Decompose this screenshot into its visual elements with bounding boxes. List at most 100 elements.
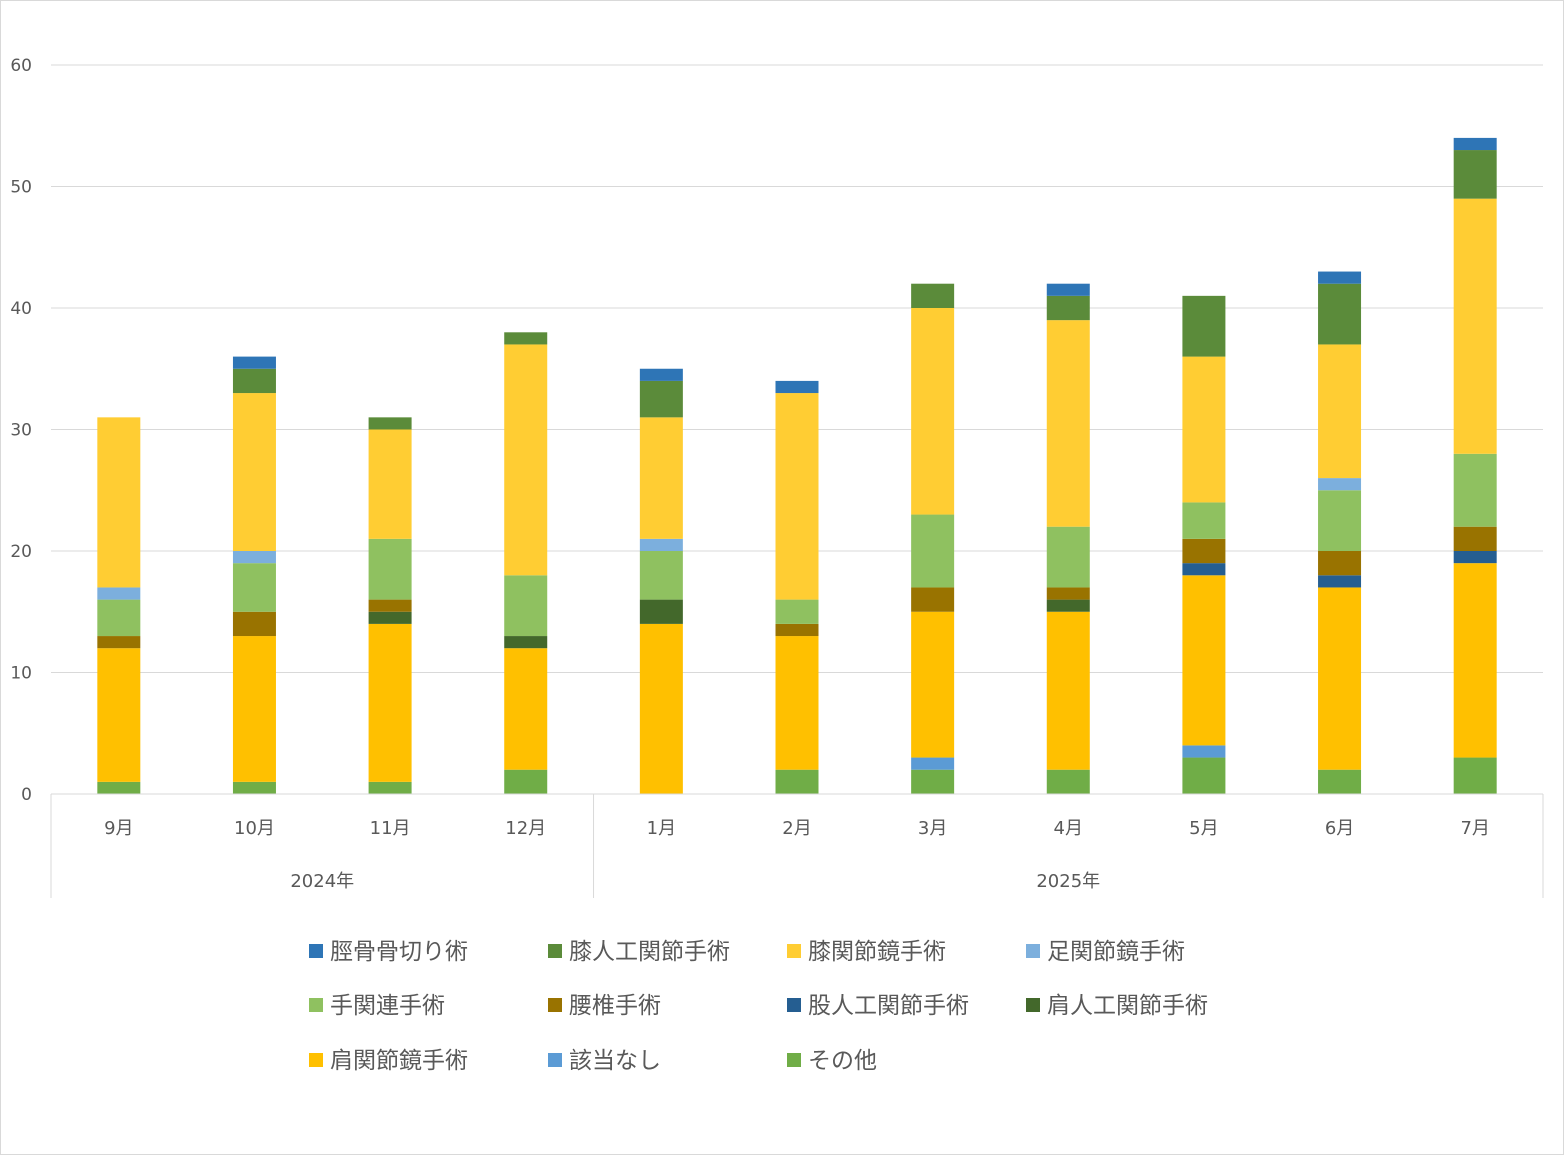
legend-swatch <box>1026 944 1040 958</box>
bar-segment <box>368 538 412 600</box>
bar-segment <box>775 623 819 637</box>
legend-label: 肩関節鏡手術 <box>330 1048 468 1074</box>
bar-segment <box>1453 563 1497 758</box>
bar-segment <box>97 587 141 600</box>
bar-segment <box>1318 478 1362 491</box>
x-tick-label: 12月 <box>505 818 546 839</box>
bar-segment <box>775 599 819 624</box>
bar-segment <box>1453 757 1497 794</box>
bar-segment <box>368 599 412 612</box>
bar-segment <box>639 538 683 551</box>
bar-segment <box>368 623 412 782</box>
bar-segment <box>1182 502 1226 539</box>
legend-item: 足関節鏡手術 <box>1026 939 1185 965</box>
legend-label: 脛骨骨切り術 <box>330 939 468 965</box>
legend-item: 手関連手術 <box>309 993 445 1019</box>
bar-segment <box>639 368 683 381</box>
legend-item: 股人工関節手術 <box>787 993 969 1019</box>
legend-swatch <box>787 1053 801 1067</box>
bar-segment <box>368 417 412 430</box>
legend-label: 手関連手術 <box>330 993 445 1019</box>
bar-segment <box>775 393 819 600</box>
bars <box>97 137 1497 794</box>
legend-swatch <box>548 1053 562 1067</box>
bar-segment <box>232 563 276 612</box>
bar-segment <box>1453 453 1497 527</box>
legend-label: 肩人工関節手術 <box>1047 993 1208 1019</box>
bar-segment <box>639 380 683 418</box>
bar-segment <box>232 551 276 564</box>
y-tick-label: 10 <box>10 664 32 684</box>
bar-segment <box>639 599 683 624</box>
bar-segment <box>1318 344 1362 479</box>
bar-segment <box>232 781 276 794</box>
bar-segment <box>1453 551 1497 564</box>
bar-segment <box>97 417 141 588</box>
bar-segment <box>97 599 141 637</box>
legend-label: その他 <box>808 1048 877 1074</box>
bar-segment <box>232 611 276 637</box>
bar-segment <box>775 380 819 394</box>
bar-segment <box>232 356 276 369</box>
legend-label: 膝関節鏡手術 <box>808 939 946 965</box>
y-tick-label: 0 <box>21 785 32 805</box>
bar-segment <box>1046 769 1090 794</box>
x-tick-label: 10月 <box>234 818 275 839</box>
bar-segment <box>1453 150 1497 199</box>
bar-segment <box>775 769 819 794</box>
legend-item: 膝人工関節手術 <box>548 939 730 965</box>
bar-segment <box>97 781 141 794</box>
legend-item: 脛骨骨切り術 <box>309 939 468 965</box>
bar-segment <box>1046 611 1090 770</box>
bar-segment <box>1318 271 1362 284</box>
bar-segment <box>639 417 683 539</box>
legend-swatch <box>548 998 562 1012</box>
legend-swatch <box>309 998 323 1012</box>
x-tick-label: 4月 <box>1054 818 1083 839</box>
legend-label: 膝人工関節手術 <box>569 939 730 965</box>
bar-segment <box>1453 137 1497 151</box>
legend-item: 該当なし <box>548 1048 661 1074</box>
legend-swatch <box>787 944 801 958</box>
bar-segment <box>1182 757 1226 794</box>
bar-segment <box>911 769 955 794</box>
x-tick-label: 5月 <box>1189 818 1218 839</box>
bar-segment <box>97 648 141 782</box>
x-tick-label: 3月 <box>918 818 947 839</box>
bar-segment <box>504 636 548 649</box>
x-tick-label: 11月 <box>370 818 411 839</box>
bar-segment <box>232 368 276 394</box>
legend-item: 膝関節鏡手術 <box>787 939 946 965</box>
legend-label: 腰椎手術 <box>569 993 661 1019</box>
legend-item: 腰椎手術 <box>548 993 661 1019</box>
bar-segment <box>1046 320 1090 527</box>
x-group-label: 2024年 <box>290 871 354 892</box>
legend-label: 股人工関節手術 <box>808 993 969 1019</box>
bar-segment <box>504 332 548 345</box>
x-tick-label: 2月 <box>782 818 811 839</box>
bar-segment <box>232 393 276 551</box>
bar-segment <box>1318 551 1362 576</box>
bar-segment <box>1182 356 1226 503</box>
bar-segment <box>1318 769 1362 794</box>
legend-label: 該当なし <box>569 1048 661 1074</box>
bar-segment <box>911 587 955 612</box>
legend-item: 肩関節鏡手術 <box>309 1048 468 1074</box>
legend-swatch <box>309 1053 323 1067</box>
bar-segment <box>775 636 819 770</box>
bar-segment <box>1046 283 1090 296</box>
bar-segment <box>911 308 955 515</box>
bar-segment <box>368 611 412 624</box>
bar-segment <box>639 551 683 600</box>
bar-segment <box>368 781 412 794</box>
y-tick-label: 30 <box>10 421 32 441</box>
bar-segment <box>911 611 955 758</box>
y-axis-ticks: 0 10 20 30 40 50 60 <box>10 56 32 805</box>
bar-segment <box>504 575 548 637</box>
legend-item: 肩人工関節手術 <box>1026 993 1208 1019</box>
legend-swatch <box>548 944 562 958</box>
y-tick-label: 50 <box>10 178 32 198</box>
x-tick-label: 9月 <box>104 818 133 839</box>
bar-segment <box>911 757 955 770</box>
